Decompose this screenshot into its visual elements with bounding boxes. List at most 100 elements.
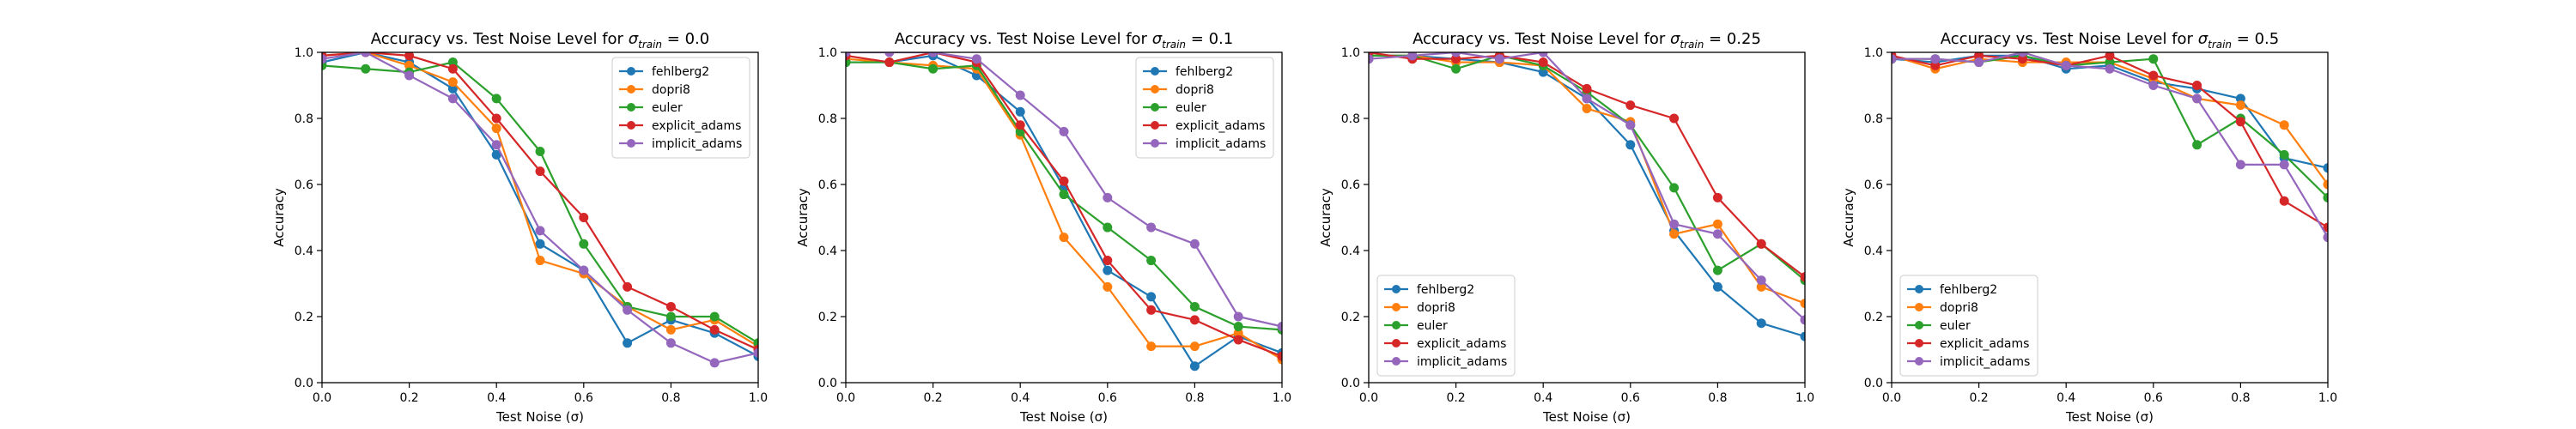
- data-point-implicit_adams: [1451, 52, 1461, 57]
- data-point-implicit_adams: [1538, 52, 1548, 57]
- series-group: [1892, 52, 2328, 243]
- x-tick-label: 0.2: [1446, 391, 1465, 405]
- legend-marker: [1915, 339, 1923, 347]
- x-tick-label: 0.8: [1708, 391, 1727, 405]
- legend-marker: [1151, 67, 1159, 76]
- data-point-explicit_adams: [491, 113, 501, 124]
- chart-panel: 0.0 0.2 0.4 0.6 0.8 1.0 0.0 0.2 0.4 0.6 0.8 1.0 Test…: [1318, 30, 1814, 425]
- legend-label: implicit_adams: [1417, 355, 1507, 369]
- series-implicit_adams: [1369, 52, 1805, 325]
- data-point-implicit_adams: [1756, 275, 1766, 286]
- legend-marker: [1915, 285, 1923, 293]
- legend-label: implicit_adams: [1940, 355, 2030, 369]
- data-point-implicit_adams: [491, 140, 501, 150]
- data-point-implicit_adams: [623, 305, 633, 315]
- chart-title: Accuracy vs. Test Noise Level for σtrain…: [371, 30, 709, 51]
- y-tick-label: 0.6: [295, 178, 313, 192]
- data-point-euler: [2148, 54, 2159, 64]
- data-point-implicit_adams: [1712, 229, 1722, 239]
- x-axis-label: Test Noise (σ): [1542, 409, 1631, 425]
- x-axis-label: Test Noise (σ): [495, 409, 584, 425]
- data-point-dopri8: [1103, 281, 1113, 292]
- y-tick-label: 0.6: [818, 178, 837, 192]
- legend-label: dopri8: [1417, 301, 1455, 315]
- data-point-implicit_adams: [2148, 81, 2159, 90]
- chart-title: Accuracy vs. Test Noise Level for σtrain…: [1941, 30, 2279, 51]
- x-tick-label: 1.0: [749, 391, 768, 405]
- legend-label: explicit_adams: [1417, 337, 1506, 351]
- legend-marker: [627, 103, 635, 112]
- y-tick-label: 0.0: [818, 377, 837, 390]
- data-point-implicit_adams: [665, 338, 676, 348]
- y-tick-label: 1.0: [1864, 46, 1883, 60]
- x-tick-label: 0.4: [2057, 391, 2075, 405]
- data-point-implicit_adams: [2279, 160, 2289, 170]
- chart-panel: 0.0 0.2 0.4 0.6 0.8 1.0 0.0 0.2 0.4 0.6 0.8 1.0 Test…: [795, 30, 1291, 425]
- data-point-fehlberg2: [1015, 106, 1025, 117]
- data-point-euler: [2323, 192, 2328, 202]
- data-point-euler: [579, 239, 589, 249]
- data-point-dopri8: [447, 77, 458, 88]
- data-point-implicit_adams: [1974, 57, 1984, 68]
- data-point-euler: [535, 147, 545, 156]
- data-point-euler: [928, 63, 939, 74]
- data-point-explicit_adams: [1189, 315, 1200, 325]
- legend-item: implicit_adams: [1384, 355, 1507, 369]
- legend-marker: [1392, 303, 1400, 311]
- legend-label: fehlberg2: [1940, 283, 1997, 297]
- data-point-implicit_adams: [1277, 322, 1282, 332]
- x-tick-label: 0.0: [836, 391, 855, 405]
- series-group: [322, 52, 758, 368]
- x-tick-label: 0.0: [1882, 391, 1901, 405]
- legend-label: fehlberg2: [652, 65, 709, 79]
- data-point-euler: [1669, 183, 1680, 193]
- data-point-dopri8: [1059, 233, 1069, 243]
- legend-marker: [1392, 321, 1400, 329]
- data-point-euler: [2192, 140, 2202, 150]
- legend-label: euler: [652, 101, 683, 115]
- series-implicit_adams: [846, 52, 1282, 332]
- data-point-explicit_adams: [579, 213, 589, 222]
- x-axis-label: Test Noise (σ): [2065, 409, 2154, 425]
- legend-label: explicit_adams: [1176, 119, 1265, 133]
- data-point-implicit_adams: [2235, 160, 2245, 170]
- x-tick-label: 0.6: [574, 391, 593, 405]
- data-point-implicit_adams: [579, 265, 589, 275]
- series-euler: [322, 57, 758, 348]
- data-point-explicit_adams: [2279, 196, 2289, 206]
- legend-label: explicit_adams: [1940, 337, 2029, 351]
- data-point-implicit_adams: [1233, 311, 1243, 322]
- y-tick-label: 0.4: [1864, 245, 1883, 258]
- data-point-implicit_adams: [322, 54, 327, 64]
- data-point-implicit_adams: [928, 52, 939, 57]
- legend-item: euler: [1384, 319, 1448, 333]
- axes-frame: [321, 51, 759, 384]
- data-point-explicit_adams: [404, 52, 415, 61]
- y-axis-label: Accuracy: [1841, 188, 1856, 247]
- legend: fehlberg2 dopri8 euler explicit_adamsimplic…: [1135, 57, 1274, 159]
- data-point-implicit_adams: [1625, 120, 1636, 130]
- data-point-euler: [1103, 222, 1113, 233]
- legend-label: fehlberg2: [1176, 65, 1233, 79]
- legend-item: dopri8: [1384, 301, 1455, 315]
- data-point-fehlberg2: [1146, 292, 1157, 302]
- title-value: = 0.0: [662, 30, 709, 48]
- data-point-implicit_adams: [1669, 219, 1680, 229]
- data-point-dopri8: [535, 256, 545, 266]
- data-point-explicit_adams: [1059, 176, 1069, 186]
- data-point-fehlberg2: [1189, 361, 1200, 372]
- data-point-implicit_adams: [1369, 54, 1374, 64]
- legend-marker: [627, 139, 635, 148]
- legend-label: explicit_adams: [652, 119, 741, 133]
- title-symbol: σ: [1152, 30, 1163, 48]
- data-point-implicit_adams: [447, 94, 458, 104]
- data-point-explicit_adams: [535, 166, 545, 177]
- data-point-implicit_adams: [1800, 315, 1805, 325]
- data-point-explicit_adams: [709, 324, 720, 335]
- chart-title: Accuracy vs. Test Noise Level for σtrain…: [1413, 30, 1761, 51]
- y-tick-label: 0.0: [1864, 377, 1883, 390]
- legend-item: fehlberg2: [1143, 65, 1233, 79]
- series-group: [1369, 52, 1805, 341]
- data-point-implicit_adams: [1494, 54, 1504, 64]
- data-point-implicit_adams: [2105, 63, 2115, 74]
